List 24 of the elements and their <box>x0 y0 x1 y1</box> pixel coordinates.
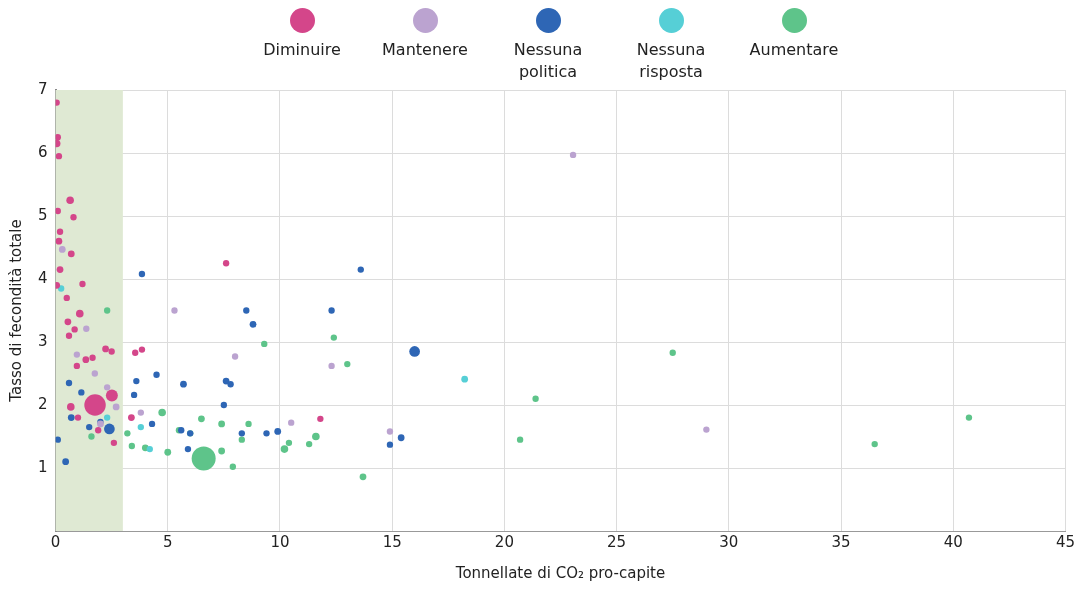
y-tick-label: 7 <box>38 79 48 98</box>
y-tick-label: 5 <box>38 205 48 224</box>
legend-label: Nessuna politica <box>512 39 584 83</box>
x-tick-label: 30 <box>719 532 739 551</box>
y-axis-title: Tasso di fecondità totale <box>6 219 25 403</box>
x-tick-label: 25 <box>607 532 627 551</box>
legend-label: Aumentare <box>749 39 839 61</box>
legend-label: Diminuire <box>263 39 341 61</box>
x-axis-title: Tonnellate di CO₂ pro-capite <box>454 563 666 582</box>
y-tick-label: 4 <box>38 268 48 287</box>
y-tick-label: 2 <box>38 394 48 413</box>
x-tick-label: 40 <box>943 532 963 551</box>
x-tick-label: 45 <box>1055 532 1075 551</box>
y-tick-label: 6 <box>38 142 48 161</box>
x-tick-label: 5 <box>162 532 173 551</box>
legend-label: Nessuna risposta <box>635 39 707 83</box>
y-tick-label: 1 <box>38 457 48 476</box>
x-tick-label: 10 <box>270 532 290 551</box>
y-tick-label: 3 <box>38 331 48 350</box>
x-tick-label: 35 <box>831 532 851 551</box>
x-tick-label: 0 <box>50 532 61 551</box>
x-tick-label: 20 <box>494 532 514 551</box>
x-tick-label: 15 <box>382 532 402 551</box>
legend-label: Mantenere <box>382 39 468 61</box>
